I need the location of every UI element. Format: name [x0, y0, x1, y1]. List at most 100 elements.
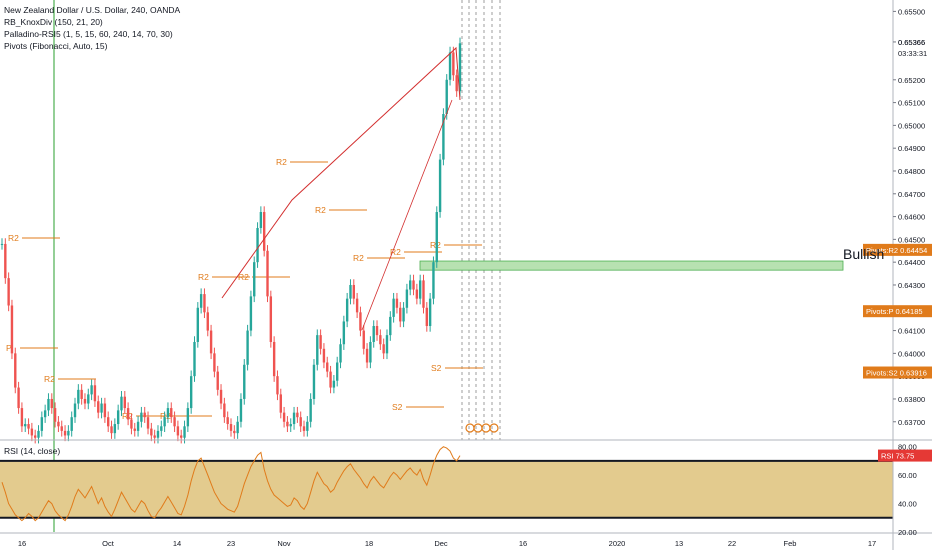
candle-body: [163, 417, 166, 427]
candle-body: [123, 396, 126, 409]
candle-body: [173, 417, 176, 427]
candle-body: [438, 159, 442, 213]
candle-body: [326, 362, 329, 372]
candle-body: [415, 289, 419, 299]
candle-body: [382, 344, 385, 354]
candle-body: [176, 426, 180, 436]
candle-body: [17, 387, 20, 409]
candle-body: [223, 403, 226, 418]
candle-body: [219, 389, 223, 404]
rsi-tick-label: 20.00: [898, 528, 917, 537]
candle-body: [103, 403, 107, 418]
candle-body: [432, 262, 435, 299]
symbol-title: New Zealand Dollar / U.S. Dollar, 240, O…: [4, 5, 181, 15]
candle-body: [57, 421, 60, 427]
candle-body: [43, 410, 47, 418]
candle-body: [199, 294, 203, 308]
candle-body: [319, 335, 322, 349]
time-tick-label: Dec: [434, 539, 448, 548]
candle-body: [120, 396, 123, 411]
candle-body: [269, 296, 273, 342]
pivot-label: R2: [8, 233, 19, 243]
candle-body: [10, 305, 14, 354]
candle-body: [50, 398, 53, 409]
candle-body: [359, 312, 362, 331]
rsi-value-tag: [878, 449, 932, 462]
candle-body: [422, 280, 425, 308]
time-tick-label: Feb: [784, 539, 797, 548]
candle-body: [329, 371, 332, 388]
signal-marker: [481, 423, 491, 433]
candle-body: [213, 353, 216, 372]
pivot-label: R2: [198, 272, 209, 282]
pivot-label: S2: [392, 402, 403, 412]
candle-body: [93, 385, 97, 402]
time-tick-label: 16: [519, 539, 527, 548]
price-tick-label: 0.64100: [898, 327, 925, 336]
price-tick-label: 0.64800: [898, 167, 925, 176]
candle-body: [452, 52, 455, 76]
time-tick-label: 22: [728, 539, 736, 548]
candle-body: [133, 428, 136, 431]
time-tick-label: 17: [868, 539, 876, 548]
candle-body: [435, 212, 438, 263]
indicator-knoxdiv: RB_KnoxDiv (150, 21, 20): [4, 17, 103, 27]
candle-body: [209, 330, 213, 354]
candle-body: [47, 398, 50, 411]
candle-body: [253, 262, 256, 297]
candle-body: [110, 426, 113, 434]
candle-body: [442, 113, 445, 160]
pivot-label: R2: [276, 157, 287, 167]
candle-body: [372, 326, 375, 342]
candle-body: [80, 389, 83, 399]
candle-body: [402, 307, 405, 322]
candle-body: [87, 394, 90, 404]
candle-body: [193, 341, 196, 377]
candle-body: [392, 298, 395, 317]
price-tick-label: 0.64400: [898, 258, 925, 267]
candle-body: [395, 298, 399, 308]
time-tick-label: 18: [365, 539, 373, 548]
candle-body: [339, 344, 342, 363]
candle-body: [405, 289, 409, 308]
candle-body: [342, 321, 346, 345]
candle-body: [418, 280, 422, 299]
candle-body: [312, 364, 316, 399]
candle-body: [53, 408, 57, 422]
price-tick-label: 0.65100: [898, 99, 925, 108]
price-tick-label: 0.64000: [898, 349, 925, 358]
candle-body: [262, 212, 266, 251]
candle-body: [37, 430, 40, 438]
candle-body: [272, 341, 276, 377]
candle-body: [292, 412, 296, 425]
candle-body: [4, 243, 7, 279]
signal-marker: [473, 423, 483, 433]
candle-body: [30, 428, 34, 436]
candle-body: [385, 335, 389, 354]
time-tick-label: Oct: [102, 539, 115, 548]
pivot-price-tag: [863, 243, 932, 256]
candle-body: [349, 284, 352, 299]
pivot-label: R2: [238, 272, 249, 282]
candle-body: [336, 362, 339, 381]
time-tick-label: 23: [227, 539, 235, 548]
candle-body: [183, 426, 186, 438]
candle-body: [170, 408, 173, 418]
candle-body: [156, 430, 160, 438]
candle-body: [289, 424, 292, 427]
candle-body: [266, 250, 269, 297]
rsi-value-tag-label: RSI 73.75: [881, 452, 914, 461]
pivot-price-tag-label: Pivots:P 0.64185: [866, 307, 923, 316]
candle-body: [160, 426, 163, 431]
trendline: [221, 46, 461, 299]
candle-body: [389, 316, 392, 336]
price-tick-label: 0.65500: [898, 7, 925, 16]
indicator-palladino-rsi: Palladino-RSI5 (1, 5, 15, 60, 240, 14, 7…: [4, 29, 173, 39]
candle-body: [216, 371, 219, 390]
candle-body: [296, 412, 299, 418]
price-tick-label: 0.65366: [898, 38, 925, 47]
rsi-tick-label: 60.00: [898, 471, 917, 480]
candle-body: [276, 376, 279, 395]
candle-body: [77, 389, 80, 404]
candle-body: [226, 417, 229, 425]
